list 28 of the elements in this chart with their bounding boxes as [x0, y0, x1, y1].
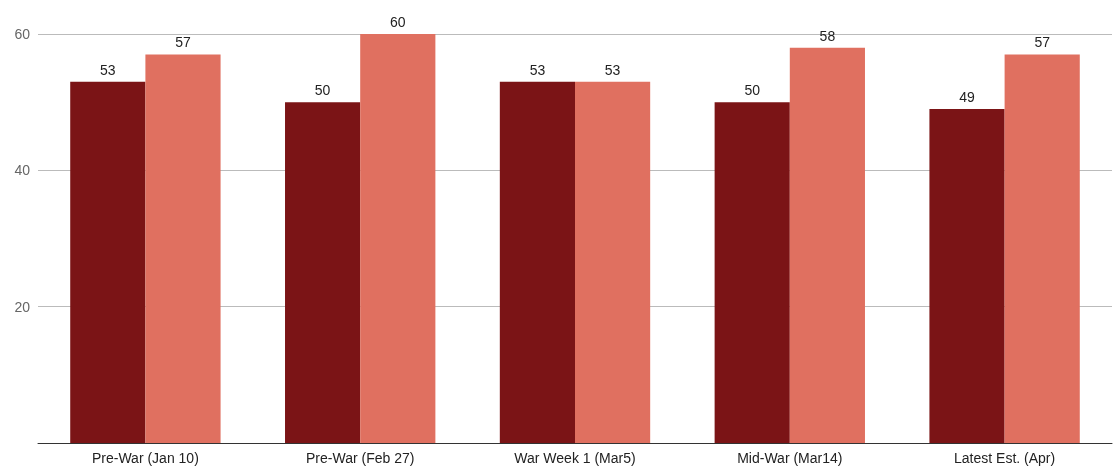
data-label: 50	[744, 82, 761, 99]
bar	[70, 81, 146, 443]
bar	[285, 102, 361, 443]
y-tick-label: 20	[14, 298, 31, 315]
data-label: 53	[604, 61, 621, 78]
data-label: 57	[175, 34, 191, 51]
bar	[1004, 54, 1080, 443]
x-tick-label: Mid-War (Mar14)	[737, 450, 843, 466]
y-tick-label: 60	[14, 26, 31, 42]
bar	[145, 54, 221, 443]
data-label: 50	[314, 82, 331, 99]
y-tick-label: 40	[14, 162, 31, 179]
x-tick-label: Pre-War (Jan 10)	[91, 450, 199, 466]
x-tick-label: War Week 1 (Mar5)	[514, 450, 636, 466]
bar	[714, 102, 790, 443]
data-label: 49	[959, 88, 976, 105]
x-tick-label: Latest Est. (Apr)	[954, 450, 1056, 466]
x-tick-label: Pre-War (Feb 27)	[306, 450, 415, 466]
data-label: 60	[390, 14, 406, 30]
data-label: 58	[819, 27, 836, 44]
data-label: 53	[100, 61, 116, 78]
bar	[929, 108, 1005, 443]
bar	[575, 81, 651, 443]
bar	[789, 47, 865, 443]
bar	[499, 81, 575, 443]
data-label: 57	[1034, 34, 1051, 51]
data-label: 53	[529, 61, 546, 78]
bar	[360, 34, 436, 443]
